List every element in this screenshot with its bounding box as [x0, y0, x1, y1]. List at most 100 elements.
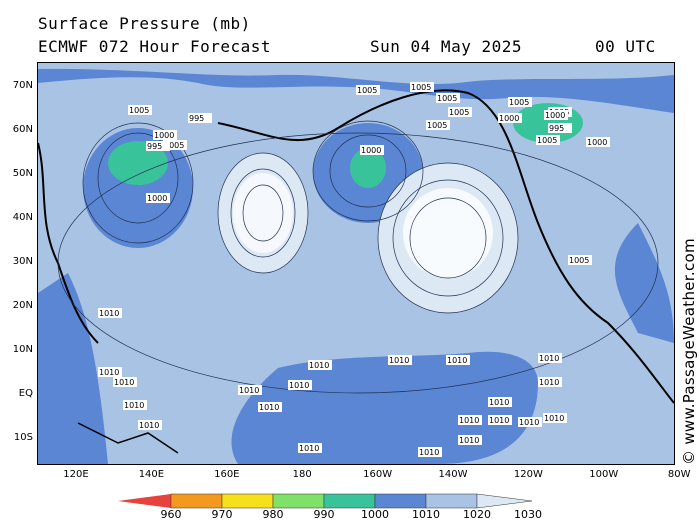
- lon-label: 120W: [513, 469, 543, 480]
- isobar-label-text: 1010: [544, 414, 564, 423]
- isobar-label-text: 1010: [389, 356, 409, 365]
- isobar-label: 1010: [138, 420, 162, 430]
- isobar-label-text: 995: [549, 124, 564, 133]
- isobar-label-bg: [448, 107, 472, 117]
- isobar-line: [392, 179, 504, 297]
- isobar-label-bg: [308, 360, 332, 370]
- lat-label: 60N: [12, 124, 33, 135]
- colorbar-segment: [221, 493, 274, 509]
- colorbar-label: 990: [313, 508, 335, 521]
- isobar-line: [57, 132, 659, 394]
- isobar-label: 1010: [458, 435, 482, 445]
- isobar-label-text: 1010: [299, 444, 319, 453]
- isobar-label-bg: [418, 447, 442, 457]
- isobar-line: [242, 184, 284, 242]
- isobar-label-bg: [498, 113, 522, 123]
- isobar-label: 1010: [488, 415, 512, 425]
- isobar-label-text: 1000: [499, 114, 519, 123]
- isobar-label: 1010: [518, 417, 542, 427]
- isobar-label-text: 1010: [99, 368, 119, 377]
- isobar-label-text: 1010: [447, 356, 467, 365]
- isobar-label-text: 1010: [259, 403, 279, 412]
- map-title: Surface Pressure (mb): [38, 14, 251, 33]
- isobar-label-bg: [538, 377, 562, 387]
- isobar-label-text: 1010: [289, 381, 309, 390]
- colorbar-segment: [323, 493, 376, 509]
- gulf-alaska-low-core: [350, 148, 386, 188]
- isobar-label: 1010: [446, 355, 470, 365]
- isobar-label-bg: [458, 415, 482, 425]
- isobar-label: 1005: [448, 107, 472, 117]
- isobar-label: 1010: [388, 355, 412, 365]
- isobar-label-bg: [538, 353, 562, 363]
- isobar-label-bg: [138, 420, 162, 430]
- isobar-label-bg: [488, 415, 512, 425]
- isobar-label: 1005: [356, 85, 380, 95]
- east-high-core: [403, 188, 493, 278]
- isobar-label-bg: [98, 308, 122, 318]
- lon-label: 160E: [214, 469, 240, 480]
- colorbar-segment: [374, 493, 427, 509]
- isobar-label: 1000: [544, 110, 568, 120]
- lon-label: 180: [292, 469, 312, 480]
- mexico-low: [614, 223, 674, 343]
- arctic-ridge: [38, 63, 674, 85]
- lon-label: 120E: [63, 469, 89, 480]
- isobar-label: 1010: [458, 415, 482, 425]
- isobar-label-text: 1005: [509, 98, 529, 107]
- lon-label: 140W: [438, 469, 468, 480]
- isobar-label-text: 1010: [114, 378, 134, 387]
- isobar-label: 1010: [258, 402, 282, 412]
- isobar-line: [82, 122, 194, 244]
- lat-label: 40N: [12, 212, 33, 223]
- isobar-label-bg: [544, 110, 568, 120]
- pressure-map: 1005 1005 1005 1005 1005 1005 1005 1005 1005 1005…: [37, 62, 675, 465]
- forecast-time: 00 UTC: [595, 37, 656, 56]
- isobar-label: 1010: [238, 385, 262, 395]
- isobar-label-bg: [488, 397, 512, 407]
- isobar-label-text: 1000: [154, 131, 174, 140]
- isobar-label: 1005: [436, 93, 460, 103]
- isobar-line: [312, 120, 424, 222]
- west-high-core: [233, 173, 293, 253]
- isobar-label-text: 1005: [357, 86, 377, 95]
- colorbar-segment: [170, 493, 223, 509]
- isobar-label-text: 1005: [449, 108, 469, 117]
- isobar-label-bg: [356, 85, 380, 95]
- isobar-label-text: 1005: [129, 106, 149, 115]
- isobar-label-text: 1005: [427, 121, 447, 130]
- lat-label: 10N: [12, 344, 33, 355]
- lat-label: 50N: [12, 168, 33, 179]
- colorbar-label: 970: [211, 508, 233, 521]
- isobar-label-text: 1000: [147, 194, 167, 203]
- colorbar-segment: [476, 493, 533, 509]
- isobar-label-text: 1005: [537, 136, 557, 145]
- indonesia-coastline: [77, 422, 179, 454]
- isobar-line: [329, 134, 407, 208]
- lat-label: EQ: [18, 388, 33, 399]
- maritime-continent-low: [38, 273, 108, 464]
- isobar-label-text: 1005: [437, 94, 457, 103]
- isobar-label-bg: [258, 402, 282, 412]
- colorbar-label: 1010: [412, 508, 440, 521]
- isobar-label-bg: [536, 135, 560, 145]
- isobar-line: [409, 197, 487, 279]
- isobar-label: 1000: [586, 137, 610, 147]
- isobar-label-text: 1010: [489, 398, 509, 407]
- isobar-line: [217, 152, 309, 274]
- isobar-label-bg: [123, 400, 147, 410]
- colorbar-segment: [118, 494, 171, 508]
- isobar-label-bg: [128, 105, 152, 115]
- lon-label: 160W: [363, 469, 393, 480]
- isobar-label: 1000: [146, 193, 170, 203]
- isobar-label-bg: [113, 377, 137, 387]
- colorbar-segment: [425, 493, 478, 509]
- isobar-label: 1000: [153, 130, 177, 140]
- pressure-colorbar: [118, 493, 533, 509]
- isobar-label: 1010: [543, 413, 567, 423]
- isobar-label-text: 1010: [124, 401, 144, 410]
- isobar-label-bg: [548, 123, 572, 133]
- isobar-label-text: 1010: [419, 448, 439, 457]
